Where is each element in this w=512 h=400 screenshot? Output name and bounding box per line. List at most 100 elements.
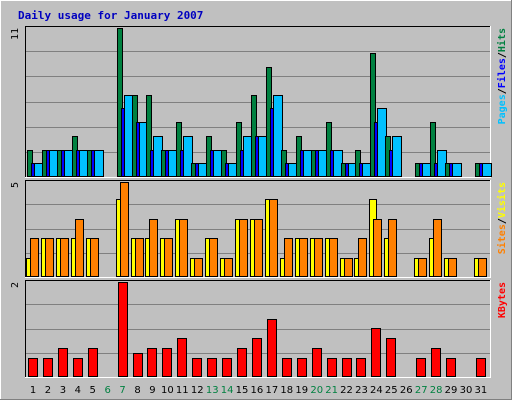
- x-tick-label-day-10: 10: [161, 385, 174, 396]
- legend-entry: Sites: [496, 224, 508, 254]
- bar-visits-sites-day-12: Sites 12: 1: [194, 258, 203, 277]
- bar-kbytes-kbytes-day-15: KBytes 15: 0.6: [237, 348, 247, 377]
- bar-visits-sites-day-3: Sites 3: 2: [60, 238, 69, 277]
- bar-visits-sites-day-14: Sites 14: 1: [224, 258, 233, 277]
- bar-kbytes-kbytes-day-1: KBytes 1: 0.4: [28, 358, 38, 377]
- bar-visits-sites-day-8: Sites 8: 2: [135, 238, 144, 277]
- panel-kbytes: 2 KBytes KBytes 1: 0.4 KBytes 2: 0.4 KBytes …: [10, 280, 508, 378]
- panel-kbytes-legend: KBytes: [497, 282, 508, 318]
- x-tick-label-day-30: 30: [460, 385, 473, 396]
- bar-hits-pages-day-31: Pages 31: 1: [482, 163, 492, 177]
- legend-entry: Hits: [496, 28, 508, 52]
- x-tick-label-day-25: 25: [385, 385, 398, 396]
- bar-hits-hits-day-21: Hits 21: 4: [326, 122, 332, 177]
- x-tick-label-day-12: 12: [191, 385, 204, 396]
- x-tick-label-day-24: 24: [370, 385, 383, 396]
- x-tick-label-day-8: 8: [134, 385, 140, 396]
- bar-visits-sites-day-19: Sites 19: 2: [299, 238, 308, 277]
- legend-entry: /: [497, 218, 508, 224]
- bar-visits-sites-day-20: Sites 20: 2: [314, 238, 323, 277]
- x-tick-label-day-23: 23: [355, 385, 368, 396]
- x-tick-label-day-15: 15: [236, 385, 249, 396]
- bar-visits-sites-day-11: Sites 11: 3: [179, 219, 188, 277]
- x-tick-label-day-27: 27: [415, 385, 428, 396]
- x-tick-label-day-20: 20: [310, 385, 323, 396]
- bar-visits-sites-day-27: Sites 27: 1: [418, 258, 427, 277]
- bar-visits-sites-day-1: Sites 1: 2: [30, 238, 39, 277]
- x-tick-label-day-31: 31: [475, 385, 488, 396]
- bar-kbytes-kbytes-day-14: KBytes 14: 0.4: [222, 358, 232, 377]
- bar-hits-pages-day-29: Pages 29: 1: [452, 163, 462, 177]
- bar-kbytes-kbytes-day-24: KBytes 24: 1: [371, 328, 381, 377]
- x-tick-label-day-16: 16: [251, 385, 264, 396]
- bar-hits-pages-day-25: Pages 25: 3: [392, 136, 402, 177]
- bar-hits-hits-day-28: Hits 28: 4: [430, 122, 436, 177]
- bar-visits-sites-day-15: Sites 15: 3: [239, 219, 248, 277]
- bar-kbytes-kbytes-day-2: KBytes 2: 0.4: [43, 358, 53, 377]
- bar-visits-sites-day-16: Sites 16: 3: [254, 219, 263, 277]
- panel-kbytes-max-label: 2: [10, 282, 21, 288]
- bar-hits-hits-day-24: Hits 24: 9: [370, 53, 376, 177]
- chart-title: Daily usage for January 2007: [18, 9, 203, 22]
- x-tick-label-day-9: 9: [149, 385, 155, 396]
- x-tick-label-day-13: 13: [206, 385, 219, 396]
- bar-kbytes-kbytes-day-12: KBytes 12: 0.4: [192, 358, 202, 377]
- bar-visits-sites-day-31: Sites 31: 1: [478, 258, 487, 277]
- bar-kbytes-kbytes-day-9: KBytes 9: 0.6: [147, 348, 157, 377]
- panel-visits-max-label: 5: [10, 182, 21, 188]
- bar-kbytes-kbytes-day-31: KBytes 31: 0.4: [476, 358, 486, 377]
- bar-kbytes-kbytes-day-28: KBytes 28: 0.6: [431, 348, 441, 377]
- bar-visits-sites-day-9: Sites 9: 3: [149, 219, 158, 277]
- bar-kbytes-kbytes-day-10: KBytes 10: 0.6: [162, 348, 172, 377]
- bar-visits-sites-day-5: Sites 5: 2: [90, 238, 99, 277]
- x-tick-label-day-17: 17: [266, 385, 279, 396]
- bar-hits-pages-day-5: Pages 5: 2: [94, 150, 104, 177]
- bar-visits-sites-day-17: Sites 17: 4: [269, 199, 278, 277]
- bar-hits-hits-day-15: Hits 15: 4: [236, 122, 242, 177]
- bar-visits-sites-day-13: Sites 13: 2: [209, 238, 218, 277]
- bar-hits-pages-day-11: Pages 11: 3: [183, 136, 193, 177]
- x-tick-label-day-19: 19: [295, 385, 308, 396]
- bar-visits-sites-day-7: Sites 7: 5: [120, 182, 129, 277]
- panel-hits-legend: Pages/Files/Hits: [496, 28, 508, 124]
- bar-kbytes-kbytes-day-7: KBytes 7: 2: [118, 282, 128, 377]
- bar-kbytes-kbytes-day-16: KBytes 16: 0.8: [252, 338, 262, 377]
- bar-visits-sites-day-29: Sites 29: 1: [448, 258, 457, 277]
- bar-visits-sites-day-18: Sites 18: 2: [284, 238, 293, 277]
- legend-entry: Pages: [497, 94, 508, 124]
- legend-entry: /: [497, 52, 508, 58]
- bar-kbytes-kbytes-day-19: KBytes 19: 0.4: [297, 358, 307, 377]
- bar-kbytes-kbytes-day-4: KBytes 4: 0.4: [73, 358, 83, 377]
- bar-visits-sites-day-2: Sites 2: 2: [45, 238, 54, 277]
- x-tick-label-day-26: 26: [400, 385, 413, 396]
- bar-kbytes-kbytes-day-8: KBytes 8: 0.5: [133, 353, 143, 377]
- x-tick-label-day-18: 18: [280, 385, 293, 396]
- x-tick-label-day-1: 1: [30, 385, 36, 396]
- x-tick-label-day-11: 11: [176, 385, 189, 396]
- panel-visits-legend: Sites/Visits: [496, 182, 508, 254]
- bar-kbytes-kbytes-day-3: KBytes 3: 0.6: [58, 348, 68, 377]
- x-tick-label-day-5: 5: [90, 385, 96, 396]
- x-tick-label-day-2: 2: [45, 385, 51, 396]
- panel-hits-max-label: 11: [10, 28, 21, 40]
- bar-kbytes-kbytes-day-21: KBytes 21: 0.4: [327, 358, 337, 377]
- bar-visits-sites-day-25: Sites 25: 3: [388, 219, 397, 277]
- bar-hits-hits-day-11: Hits 11: 4: [176, 122, 182, 177]
- x-tick-label-day-28: 28: [430, 385, 443, 396]
- x-tick-label-day-7: 7: [119, 385, 125, 396]
- legend-entry: Visits: [496, 182, 508, 218]
- legend-entry: Files: [496, 58, 508, 88]
- bar-kbytes-kbytes-day-5: KBytes 5: 0.6: [88, 348, 98, 377]
- bar-kbytes-kbytes-day-22: KBytes 22: 0.4: [342, 358, 352, 377]
- bar-visits-sites-day-21: Sites 21: 2: [329, 238, 338, 277]
- x-tick-label-day-14: 14: [221, 385, 234, 396]
- bar-visits-sites-day-4: Sites 4: 3: [75, 219, 84, 277]
- x-tick-label-day-22: 22: [340, 385, 353, 396]
- bar-kbytes-kbytes-day-20: KBytes 20: 0.6: [312, 348, 322, 377]
- bar-visits-sites-day-10: Sites 10: 2: [164, 238, 173, 277]
- x-tick-label-day-29: 29: [445, 385, 458, 396]
